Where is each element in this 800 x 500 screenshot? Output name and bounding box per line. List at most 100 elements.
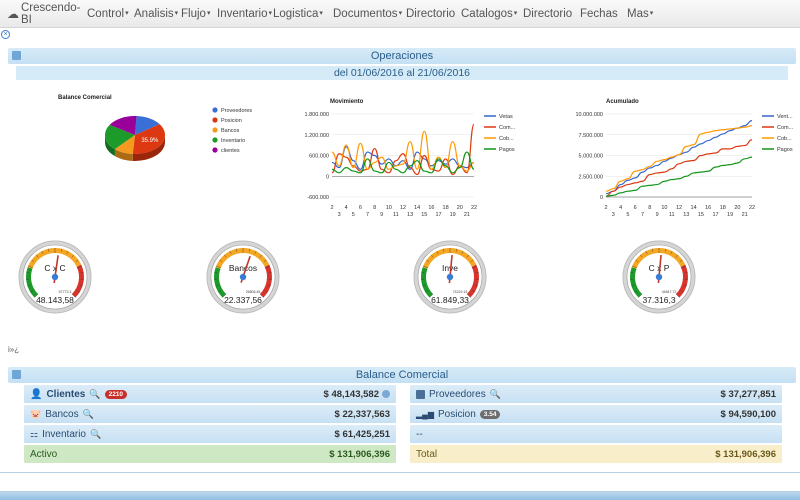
footer-input[interactable] (0, 472, 800, 492)
proveedores-row[interactable]: Proveedores 🔍 $ 37,277,851 (410, 385, 782, 403)
gauge-max-label: 57772.3 (59, 290, 72, 294)
nav-item-directorio[interactable]: Directorio (523, 8, 572, 20)
total-label: Total (416, 448, 438, 460)
nav-item-fechas[interactable]: Fechas (580, 8, 618, 20)
pie-slice-clientes[interactable] (109, 116, 137, 135)
x-tick-label: 2 (330, 205, 333, 211)
gauge-cxc: C x C 57772.3 48.143,58 (18, 240, 92, 319)
nav-item-label: Documentos (333, 8, 398, 20)
nav-item-flujo[interactable]: Flujo▾ (181, 8, 210, 20)
gauge-hub (51, 273, 59, 281)
x-tick-label: 12 (400, 205, 406, 211)
bancos-row[interactable]: 🐷 Bancos 🔍 $ 22,337,563 (24, 405, 396, 423)
gauge-tick (675, 293, 680, 298)
gauge-tick (77, 290, 80, 293)
brand-label: Crescendo-BI (21, 1, 81, 26)
search-icon[interactable]: 🔍 (82, 408, 94, 419)
legend-label: Inventario (221, 138, 245, 144)
gauge-tick (425, 290, 428, 293)
nav-item-control[interactable]: Control▾ (87, 8, 129, 20)
close-icon[interactable]: × (1, 30, 10, 39)
gauge-tick (71, 254, 74, 258)
gauge-value: 48.143,58 (36, 295, 74, 305)
activo-row: Activo $ 131,906,396 (24, 445, 396, 463)
y-tick-label: 7.500.000 (579, 133, 603, 139)
gauge-tick (265, 290, 268, 293)
series-line-cob (605, 125, 753, 192)
clientes-row[interactable]: 👤 Clientes 🔍 2210 $ 48,143,582 (24, 385, 396, 403)
gauge-tick (670, 251, 673, 254)
nav-item-label: Catalogos (461, 8, 513, 20)
brand[interactable]: ☁ Crescendo-BI (0, 2, 82, 26)
gauge-tick (461, 251, 464, 254)
gauge-band-yellow (27, 248, 82, 269)
total-row: Total $ 131,906,396 (410, 445, 782, 463)
gauge-tick (34, 293, 39, 298)
legend-label: Posicion (221, 118, 242, 124)
nav-item-logistica[interactable]: Logistica▾ (273, 8, 323, 20)
nav-item-mas[interactable]: Mas▾ (627, 8, 653, 20)
gauge-tick (267, 284, 271, 287)
gauge-svg: C x C 57772.348.143,58 (18, 240, 92, 314)
inventario-row[interactable]: ⚏ Inventario 🔍 $ 61,425,251 (24, 425, 396, 443)
language-link[interactable]: i»¿ (8, 345, 20, 354)
gauge-tick (224, 254, 227, 258)
window-icon (12, 51, 21, 60)
balance-header: Balance Comercial (8, 367, 796, 383)
legend-swatch (212, 147, 218, 153)
legend-label: Pagos (499, 147, 515, 153)
x-tick-label: 19 (450, 212, 456, 218)
clientes-amount: $ 48,143,582 (323, 388, 379, 400)
nav-item-catalogos[interactable]: Catalogos▾ (461, 8, 517, 20)
gauge-tick (632, 265, 637, 269)
search-icon[interactable]: 🔍 (489, 388, 501, 399)
gauge-tick (631, 284, 635, 287)
pie-slice-bancos[interactable] (114, 135, 135, 154)
x-tick-label: 20 (734, 205, 740, 211)
gauge-tick (75, 259, 79, 262)
y-tick-label: 2.500.000 (579, 174, 603, 180)
nav-item-documentos[interactable]: Documentos▾ (333, 8, 402, 20)
caret-down-icon: ▾ (125, 10, 129, 17)
footer-bar (0, 492, 800, 500)
date-range: del 01/06/2016 al 21/06/2016 (16, 66, 788, 80)
legend-swatch (212, 137, 218, 143)
caret-down-icon: ▾ (649, 10, 654, 17)
pie-svg: Balance Comercial 35.9% Proveedores Posicio… (58, 95, 252, 161)
pie-slice-posicion[interactable] (132, 124, 165, 154)
search-icon[interactable]: 🔍 (89, 388, 101, 399)
gauge-max-label: 74219.19 (453, 290, 468, 294)
nav-item-inventario[interactable]: Inventario▾ (217, 8, 272, 20)
series-line-com (605, 139, 753, 197)
activo-amount: $ 131,906,396 (329, 448, 390, 460)
gauge-tick (66, 251, 69, 254)
chart-title: Movimiento (330, 99, 364, 105)
posicion-amount: $ 94,590,100 (720, 408, 776, 420)
proveedores-label: Proveedores (429, 388, 486, 400)
nav-item-analisis[interactable]: Analisis▾ (134, 8, 178, 20)
signal-icon: ▂▄▆ (416, 409, 434, 419)
nav-item-label: Analisis (134, 8, 174, 20)
gauge-tick (679, 259, 683, 262)
pie-title: Balance Comercial (58, 95, 112, 101)
nav-item-directorio[interactable]: Directorio (406, 8, 455, 20)
inventario-label: Inventario (42, 428, 86, 440)
gauge-tick (426, 259, 430, 262)
gauge-tick (79, 284, 83, 287)
inventario-amount: $ 61,425,251 (334, 428, 390, 440)
gauge-tick (77, 265, 82, 269)
gauge-band-yellow (422, 248, 477, 269)
cloud-icon: ☁ (7, 6, 19, 21)
legend-label: Vent... (777, 114, 793, 120)
pie-slice-proveedores[interactable] (135, 116, 160, 135)
posicion-row[interactable]: ▂▄▆ Posicion 3.54 $ 94,590,100 (410, 405, 782, 423)
search-icon[interactable]: 🔍 (90, 428, 102, 439)
pie-data-label: 35.9% (141, 138, 159, 144)
info-icon[interactable] (382, 390, 390, 398)
series-line-pagos (605, 156, 753, 197)
x-tick-label: 5 (352, 212, 355, 218)
gauge-tick (640, 254, 643, 258)
pie-slice-inventario[interactable] (105, 124, 135, 150)
